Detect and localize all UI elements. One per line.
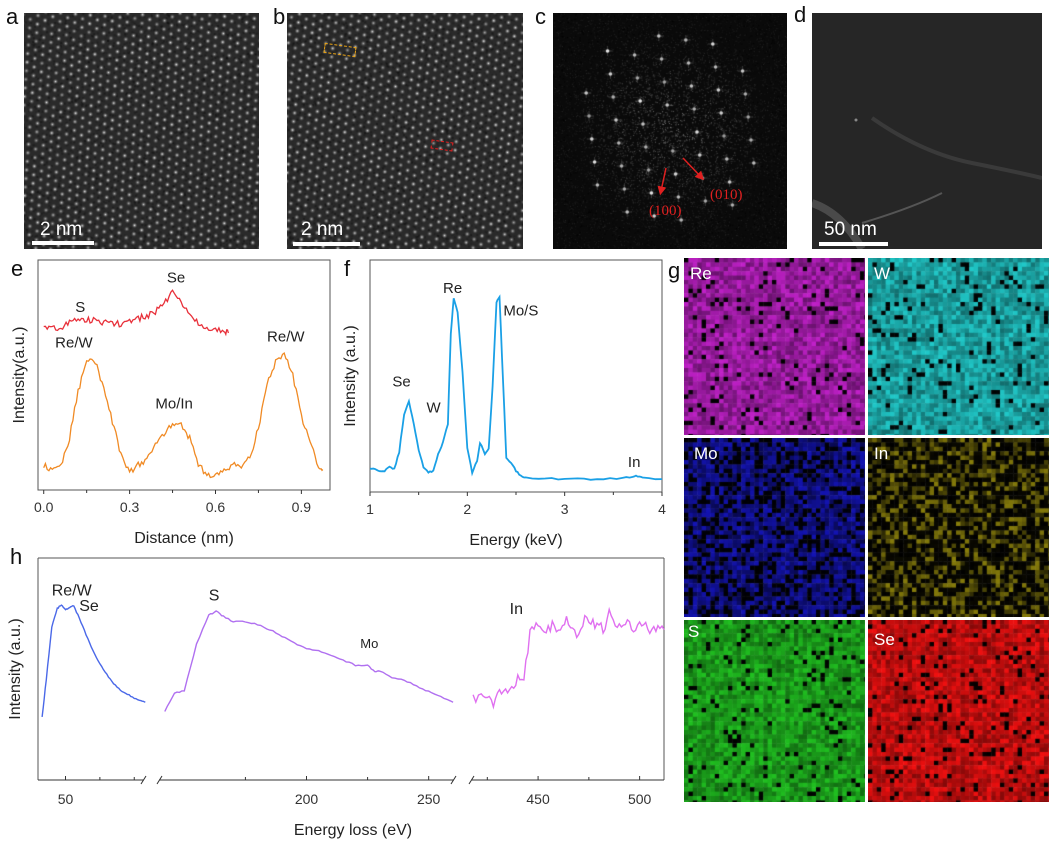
series-line-f-0: [369, 294, 663, 481]
eds-map-se: Se: [868, 620, 1049, 802]
x-tick-label-e: 0.3: [120, 499, 140, 515]
panel-label-e: e: [11, 256, 24, 281]
map-label-s: S: [688, 622, 700, 641]
eds-map-re: Re: [684, 258, 865, 435]
eds-map-in: In: [868, 438, 1049, 617]
x-tick-label-f: 2: [463, 501, 471, 517]
x-axis-label-h: Energy loss (eV): [294, 822, 412, 839]
x-tick-label-e: 0.9: [292, 499, 312, 515]
peak-label-e: Re/W: [267, 328, 305, 345]
fft-label-100: (100): [649, 203, 682, 219]
plot-frame-e: [37, 259, 331, 491]
series-line-h-2: [472, 606, 665, 710]
flake-edges: [812, 116, 1042, 249]
peak-label-f: Se: [392, 374, 410, 391]
map-label-w: W: [874, 264, 891, 283]
y-axis-label-f: Intensity (a.u.): [342, 325, 359, 426]
series-line-e-1: [43, 352, 324, 479]
y-axis-label-h: Intensity (a.u.): [7, 618, 24, 719]
x-tick-label-h: 200: [295, 791, 319, 807]
y-axis-label-e: Intensity(a.u.): [11, 327, 28, 424]
x-axis-label-f: Energy (keV): [469, 532, 562, 549]
fft-pattern-c: (100) (010): [553, 13, 787, 249]
line-profile-chart-e: 0.0 0.3 0.6 0.9 Distance (nm) Intensity(a.u.)…: [11, 259, 331, 547]
x-tick-label-h: 250: [417, 791, 441, 807]
peak-label-f: Mo/S: [503, 302, 538, 319]
scale-bar-a: [32, 241, 94, 245]
map-label-in: In: [874, 444, 889, 463]
panel-label-f: f: [344, 256, 351, 281]
peak-label-f: In: [628, 454, 641, 471]
eds-map-w: W: [868, 258, 1049, 435]
scale-bar-d: [819, 242, 888, 246]
plot-frame-f: [369, 259, 663, 493]
peak-label-h: Re/W: [52, 582, 93, 599]
peak-label-h: Mo: [360, 636, 378, 651]
x-axis-label-e: Distance (nm): [134, 530, 234, 547]
arrow-010: [682, 157, 705, 181]
peak-label-h: Se: [79, 598, 99, 615]
peak-label-e: S: [75, 299, 85, 316]
fft-arrows: (100) (010): [649, 157, 743, 219]
peak-label-h: S: [209, 588, 220, 605]
fft-label-010: (010): [710, 187, 743, 203]
x-tick-label-h: 50: [58, 791, 74, 807]
peak-label-e: Se: [167, 270, 185, 287]
x-tick-label-e: 0.0: [34, 499, 54, 515]
peak-label-f: W: [426, 400, 441, 417]
panel-label-d: d: [794, 2, 807, 27]
map-label-se: Se: [874, 630, 895, 649]
scale-label-d: 50 nm: [824, 219, 877, 240]
eels-spectrum-chart-h: 50 200 250 450 500 Energy loss (eV) Intensity …: [7, 557, 665, 839]
arrow-100: [657, 167, 667, 196]
series-line-h-0: [41, 604, 146, 717]
x-tick-label-f: 4: [658, 501, 666, 517]
eds-map-mo: Mo: [684, 438, 865, 617]
stem-image-a: 2 nm: [24, 13, 259, 249]
series-line-e-0: [43, 289, 230, 337]
stem-overview-d: 50 nm: [812, 13, 1042, 249]
panel-label-g: g: [668, 258, 681, 283]
x-tick-label-h: 500: [628, 791, 652, 807]
peak-label-f: Re: [443, 280, 462, 297]
stem-image-b: 2 nm: [287, 13, 523, 249]
scale-label-b: 2 nm: [301, 219, 344, 240]
axis-break-mark-h: [450, 775, 457, 785]
map-label-re: Re: [690, 264, 712, 283]
eds-map-s: S: [684, 620, 865, 802]
peak-label-e: Mo/In: [155, 396, 193, 413]
panel-label-a: a: [6, 4, 19, 29]
scale-bar-b: [293, 242, 360, 246]
x-tick-label-f: 3: [561, 501, 569, 517]
panel-label-b: b: [273, 4, 286, 29]
peak-label-e: Re/W: [55, 335, 93, 352]
series-line-h-1: [164, 610, 454, 712]
scale-label-a: 2 nm: [40, 219, 83, 240]
x-tick-label-h: 450: [526, 791, 550, 807]
panel-label-h: h: [10, 544, 23, 569]
x-tick-label-f: 1: [366, 501, 374, 517]
panel-label-c: c: [535, 4, 546, 29]
peak-label-h: In: [510, 601, 523, 618]
x-tick-label-e: 0.6: [206, 499, 226, 515]
map-label-mo: Mo: [694, 444, 718, 463]
axis-break-mark-h: [140, 775, 147, 785]
eds-spectrum-chart-f: 1 2 3 4 Energy (keV) Intensity (a.u.) Se W Re Mo/…: [342, 259, 666, 549]
